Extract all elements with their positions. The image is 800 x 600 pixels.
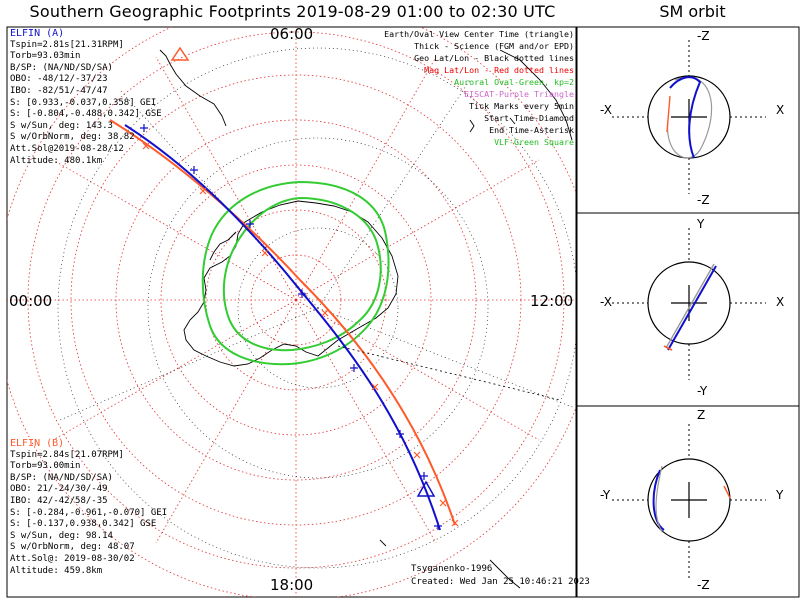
page-title: Southern Geographic Footprints 2019-08-2… (29, 2, 556, 21)
mlt-label-12: 12:00 (530, 292, 574, 310)
terminator-line (337, 345, 561, 401)
map-frame (6, 26, 577, 598)
elfin-b-track (109, 119, 456, 526)
elfin-a-line: S: [0.933,-0.037,0.358] GEI (10, 97, 157, 108)
antarctica-coast (183, 200, 399, 367)
elfin-a-line: Att.Sol@2019-08-28/12 (10, 143, 124, 154)
sm3-left-label: -Y (600, 488, 611, 502)
sm3-bottom-label: -Z (697, 578, 710, 592)
elfin-b-line: S: [-0.284,-0.961,-0.070] GEI (10, 507, 168, 518)
elfin-a-ticks (140, 124, 442, 530)
sm-panel-1 (612, 40, 766, 194)
sm-frame (576, 26, 800, 598)
elfin-a-line: B/SP: (NA/ND/SD/SA) (10, 62, 113, 73)
elfin-b-name: ELFIN (B) (10, 438, 65, 449)
sm3-right-label: Y (776, 488, 784, 502)
sm1-bottom-label: -Z (697, 193, 710, 207)
elfin-a-line: S: [-0.804,-0.488,0.342] GSE (10, 109, 162, 120)
elfin-a-line: Altitude: 480.1km (10, 155, 103, 166)
legend-item: Geo Lat/Lon - Black dotted lines (414, 53, 574, 63)
sm-panel-3 (612, 424, 766, 578)
elfin-b-line: S w/Sun, deg: 98.14 (10, 530, 113, 541)
elfin-b-line: Torb=93.00min (10, 461, 81, 472)
auroral-oval (201, 180, 390, 366)
elfin-a-line: S w/OrbNorm, deg: 38.82 (10, 132, 135, 143)
elfin-a-line: IBO: -82/51/-47/47 (10, 85, 108, 96)
elfin-b-info: ELFIN (B) Tspin=2.84s[21.07RPM] Torb=93.… (10, 438, 167, 577)
elfin-b-line: S: [-0.137,0.938,0.342] GSE (10, 519, 157, 530)
elfin-a-track (124, 124, 441, 531)
legend-item: End Time-Asterisk (489, 125, 574, 135)
south-america-coast (159, 49, 227, 127)
elfin-b-line: OBO: 21/-24/30/-49 (10, 484, 108, 495)
elfin-b-line: Att.Sol@: 2019-08-30/02 (10, 553, 135, 564)
elfin-b-line: Tspin=2.84s[21.07RPM] (10, 449, 124, 460)
legend-item: Earth/Oval View Center Time (triangle) (384, 29, 574, 39)
legend-item: Tick Marks every 5min (469, 101, 574, 111)
elfin-a-info: ELFIN (A) Tspin=2.81s[21.31RPM] Torb=93.… (10, 28, 162, 167)
view-center-triangle-a (416, 480, 436, 497)
legend-item: Start Time-Diamond (484, 113, 574, 123)
sm2-bottom-label: -Y (697, 384, 708, 398)
sm-panel-2 (612, 228, 766, 380)
sm1-right-label: X (776, 103, 785, 117)
legend-item: Auroral Oval-Green, kp=2 (454, 77, 574, 87)
antarctic-peninsula (209, 231, 237, 261)
elfin-a-line: Tspin=2.81s[21.31RPM] (10, 39, 124, 50)
sm1-left-label: -X (600, 103, 612, 117)
elfin-b-line: B/SP: (NA/ND/SD/SA) (10, 472, 113, 483)
sm-orbit-title: SM orbit (659, 2, 726, 21)
australia-coast (499, 49, 573, 141)
elfin-b-ticks (142, 142, 459, 527)
elfin-a-line: OBO: -48/12/-37/23 (10, 74, 108, 85)
sm2-right-label: X (776, 295, 785, 309)
model-credit: Tsyganenko-1996 (411, 564, 493, 574)
mlt-label-18: 18:00 (270, 576, 314, 594)
elfin-a-line: Torb=93.03min (10, 51, 81, 62)
elfin-b-line: Altitude: 459.8km (10, 565, 103, 576)
geo-grid (57, 47, 576, 569)
sm2-left-label: -X (600, 295, 612, 309)
elfin-a-line: S w/Sun, deg: 143.3 (10, 120, 113, 131)
africa-coast (489, 559, 521, 589)
mlt-label-06: 06:00 (270, 25, 314, 43)
view-center-triangle-b (170, 46, 190, 61)
legend-item: Thick - Science (FGM and/or EPD) (414, 41, 574, 51)
elfin-a-name: ELFIN (A) (10, 28, 65, 39)
mlt-label-00: 00:00 (9, 292, 53, 310)
islands (379, 117, 516, 547)
legend-item: Mag Lat/Lon - Red dotted lines (424, 65, 574, 75)
created-timestamp: Created: Wed Jan 25 10:46:21 2023 (411, 577, 590, 587)
legend-item: VLF-Green Square (494, 137, 574, 147)
sm3-top-label: Z (697, 408, 706, 422)
elfin-b-line: S w/OrbNorm, deg: 48.07 (10, 542, 135, 553)
sm2-top-label: Y (697, 217, 705, 231)
legend-item: EISCAT-Purple Triangle (464, 89, 574, 99)
sm1-top-label: -Z (697, 29, 710, 43)
map-legend: Earth/Oval View Center Time (triangle) T… (384, 28, 574, 148)
elfin-b-line: IBO: 42/-42/58/-35 (10, 495, 108, 506)
